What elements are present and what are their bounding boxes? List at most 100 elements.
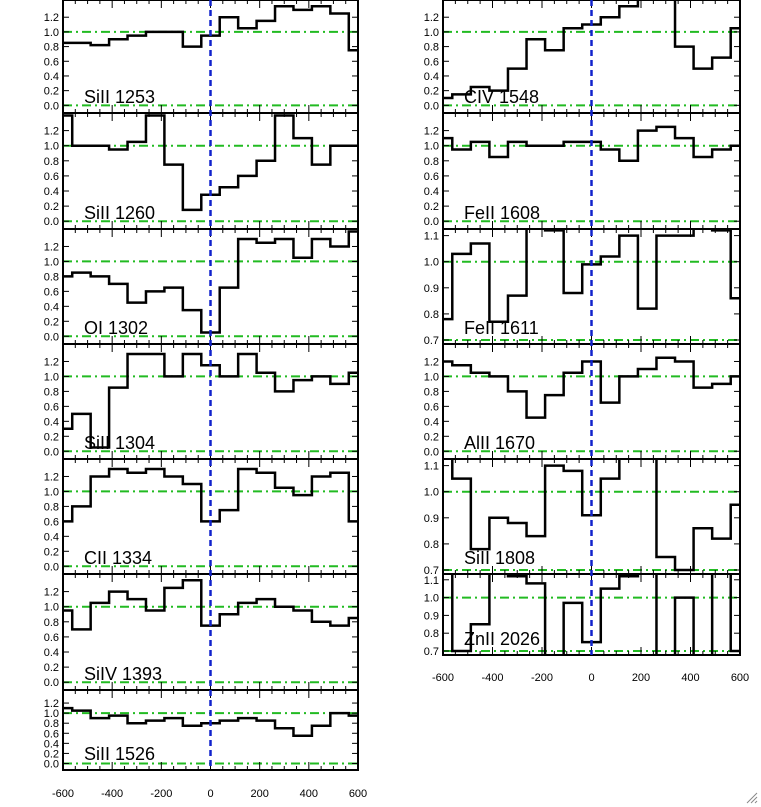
y-tick-label: 0.0 [44,677,59,689]
y-tick-label: 1.2 [44,126,59,138]
x-tick-label: -400 [481,672,503,684]
y-tick-label: 1.0 [44,27,59,39]
ion-label: AlII 1670 [464,433,535,453]
y-tick-label: 0.4 [44,71,59,83]
y-tick-label: 1.0 [424,257,439,269]
x-tick-label: 200 [250,788,268,800]
y-tick-label: 0.4 [44,416,59,428]
y-tick-label: 1.0 [44,708,59,720]
y-tick-label: 0.8 [44,271,59,283]
y-tick-label: 0.4 [424,71,439,83]
y-tick-label: 0.6 [44,728,59,740]
y-tick-label: 0.4 [44,647,59,659]
y-tick-label: 0.8 [44,42,59,54]
y-tick-label: 1.0 [44,141,59,153]
y-tick-label: 1.0 [44,256,59,268]
spectrum-panel: 0.0 0.2 0.4 0.6 0.8 1.0 1.2 CIV 1548 [424,0,741,114]
x-tick-label: 600 [731,672,749,684]
x-tick-label: -200 [531,672,553,684]
spectrum-panel: 0.7 0.8 0.9 1.0 1.1 SiII 1808 [424,458,741,577]
y-tick-label: 0.8 [44,718,59,730]
x-tick-label: 0 [588,672,594,684]
y-tick-label: 0.2 [44,748,59,760]
spectrum-panel: 0.0 0.2 0.4 0.6 0.8 1.0 1.2 FeII 1608 [424,112,741,230]
y-tick-label: 0.2 [44,201,59,213]
flux-series [63,4,358,52]
y-tick-label: 0.6 [44,632,59,644]
y-tick-label: 0.6 [424,171,439,183]
spectrum-panel: 0.7 0.8 0.9 1.0 1.1 ZnII 2026 [424,573,741,658]
flux-series [443,125,740,163]
y-tick-label: 1.0 [424,593,439,605]
x-tick-label: 400 [681,672,699,684]
x-tick-label: 400 [300,788,318,800]
y-tick-label: 0.9 [424,513,439,525]
y-tick-label: 0.2 [44,662,59,674]
y-tick-label: 0.8 [424,156,439,168]
flux-series [443,229,740,323]
spectrum-panel: 0.0 0.2 0.4 0.6 0.8 1.0 1.2 SiII 1304 [44,343,359,460]
ion-label: FeII 1611 [464,318,539,338]
y-tick-label: 0.6 [44,401,59,413]
y-tick-label: 0.0 [424,216,439,228]
y-tick-label: 0.8 [424,309,439,321]
y-tick-label: 1.2 [424,12,439,24]
y-tick-label: 1.0 [424,27,439,39]
y-tick-label: 0.4 [44,738,59,750]
y-tick-label: 0.7 [424,335,439,347]
y-tick-label: 0.6 [44,56,59,68]
y-tick-label: 1.2 [44,241,59,253]
y-tick-label: 0.9 [424,283,439,295]
y-tick-label: 0.4 [424,416,439,428]
y-tick-label: 1.0 [44,486,59,498]
ion-label: SiIV 1393 [84,664,162,684]
y-tick-label: 0.0 [424,446,439,458]
y-tick-label: 0.8 [44,156,59,168]
spectrum-panel: 0.0 0.2 0.4 0.6 0.8 1.0 1.2 SiIV 1393 [44,573,359,691]
y-tick-label: 0.2 [44,316,59,328]
y-tick-label: 0.2 [44,431,59,443]
resize-grip-icon[interactable] [746,792,758,804]
spectrum-panel: 0.0 0.2 0.4 0.6 0.8 1.0 1.2 CII 1334 [44,458,359,575]
x-tick-label: 200 [632,672,650,684]
y-tick-label: 0.4 [44,301,59,313]
ion-label: SiII 1260 [84,203,155,223]
y-tick-label: 1.0 [44,371,59,383]
y-tick-label: 0.0 [44,758,59,770]
flux-series [443,356,740,419]
y-tick-label: 0.0 [44,216,59,228]
y-tick-label: 0.7 [424,565,439,577]
spectrum-panel: 0.0 0.2 0.4 0.6 0.8 1.0 1.2 SiII 1253 [44,0,359,114]
spectrum-panel: 0.7 0.8 0.9 1.0 1.1 FeII 1611 [424,228,741,347]
y-tick-label: 0.6 [44,286,59,298]
ion-label: CII 1334 [84,548,152,568]
y-tick-label: 0.0 [44,100,59,112]
y-tick-label: 0.6 [44,516,59,528]
x-tick-label: -600 [432,672,454,684]
y-tick-label: 0.0 [44,331,59,343]
y-tick-label: 0.6 [424,401,439,413]
y-tick-label: 0.4 [44,186,59,198]
y-tick-label: 0.2 [44,86,59,98]
spectrum-panel: 0.0 0.2 0.4 0.6 0.8 1.0 1.2 OI 1302 [44,228,359,345]
y-tick-label: 1.1 [424,461,439,473]
y-tick-label: 1.2 [44,356,59,368]
y-tick-label: 1.0 [44,602,59,614]
y-tick-label: 0.8 [424,42,439,54]
y-tick-label: 1.2 [44,698,59,710]
y-tick-label: 1.0 [424,371,439,383]
y-tick-label: 1.2 [424,356,439,368]
y-tick-label: 1.2 [44,471,59,483]
y-tick-label: 0.0 [424,100,439,112]
ion-label: CIV 1548 [464,87,539,107]
y-tick-label: 0.6 [44,171,59,183]
ion-label: SiII 1304 [84,433,155,453]
y-tick-label: 0.9 [424,610,439,622]
y-tick-label: 0.0 [44,561,59,573]
y-tick-label: 0.2 [424,431,439,443]
y-tick-label: 1.0 [424,487,439,499]
y-tick-label: 0.0 [44,446,59,458]
y-tick-label: 0.6 [424,56,439,68]
